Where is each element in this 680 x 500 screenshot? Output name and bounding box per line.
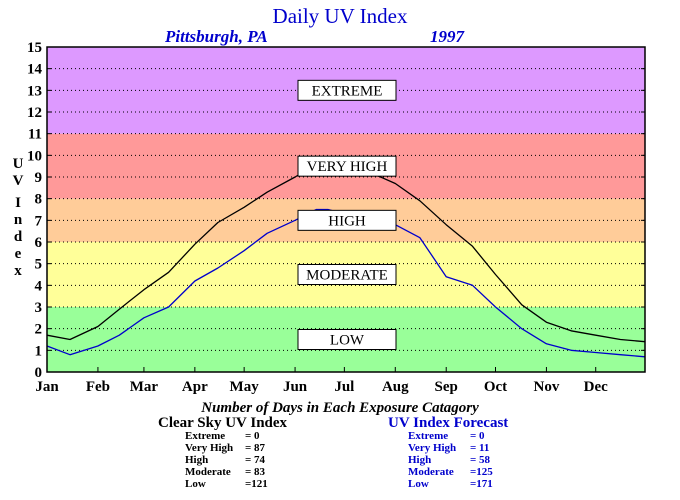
y-axis-label-letter: x [14, 263, 22, 279]
y-tick-label: 8 [35, 192, 43, 208]
summary-row-value: = 0 [245, 430, 260, 442]
y-axis-label-letter: I [15, 195, 21, 211]
summary-row-label: High [408, 454, 431, 466]
summary-heading-clear-sky: Clear Sky UV Index [158, 415, 288, 431]
band-label: MODERATE [306, 268, 388, 284]
x-tick-label: Feb [86, 379, 110, 395]
summary-heading-forecast: UV Index Forecast [388, 415, 508, 431]
band-label: HIGH [328, 213, 366, 229]
summary-row-value: =171 [470, 478, 493, 490]
x-tick-label: Aug [382, 379, 409, 395]
band-label-box [297, 155, 397, 177]
y-tick-label: 10 [27, 148, 42, 164]
summary-row-label: Low [185, 478, 206, 490]
y-tick-label: 2 [35, 322, 43, 338]
x-tick-label: Jun [283, 379, 308, 395]
x-tick-label: Apr [182, 379, 208, 395]
y-tick-label: 12 [27, 105, 42, 121]
band-label: VERY HIGH [307, 159, 388, 175]
y-tick-label: 13 [27, 83, 42, 99]
y-tick-label: 11 [28, 127, 42, 143]
chart-title: Daily UV Index [273, 4, 408, 28]
summary-row-value: = 74 [245, 454, 266, 466]
band-label-box [297, 209, 397, 231]
y-tick-label: 4 [35, 278, 43, 294]
exposure-caption: Number of Days in Each Exposure Catagory [200, 400, 479, 416]
y-tick-label: 15 [27, 40, 42, 56]
y-tick-label: 0 [35, 365, 43, 381]
summary-row-value: =125 [470, 466, 493, 478]
chart-subtitle-year: 1997 [430, 27, 466, 46]
band-label: EXTREME [312, 83, 383, 99]
summary-row-label: Extreme [408, 430, 448, 442]
y-tick-label: 1 [35, 343, 43, 359]
y-axis-label-letter: U [13, 156, 24, 172]
band-labels: LOW MODERATE HIGH VERY HIGH EXTREME [297, 79, 397, 350]
summary-clear-sky: Extreme = 0 Very High = 87 High = 74 Moderate =… [185, 430, 268, 490]
band-label: LOW [330, 333, 365, 349]
x-tick-label: May [230, 379, 260, 395]
y-axis-label-letter: e [15, 246, 22, 262]
band-label-box [297, 329, 397, 350]
chart-subtitle-location: Pittsburgh, PA [164, 27, 268, 46]
summary-row-label: Moderate [408, 466, 454, 478]
plot-frame [46, 46, 646, 373]
summary-row-label: Moderate [185, 466, 231, 478]
summary-row-label: High [185, 454, 208, 466]
y-tick-label: 6 [35, 235, 43, 251]
summary-row-value: = 11 [470, 442, 489, 454]
summary-row-label: Very High [185, 442, 233, 454]
x-tick-label: Jul [334, 379, 354, 395]
band-label-box [297, 264, 397, 285]
y-tick-label: 5 [35, 257, 43, 273]
x-tick-label: Nov [534, 379, 560, 395]
y-axis-label-letter: n [14, 212, 23, 228]
x-tick-label: Oct [484, 379, 507, 395]
summary-row-label: Extreme [185, 430, 225, 442]
y-axis-label-letter: V [13, 173, 24, 189]
y-tick-label: 3 [35, 300, 43, 316]
summary-forecast: Extreme = 0 Very High = 11 High = 58 Moderate =… [408, 430, 493, 490]
summary-row-value: = 87 [245, 442, 266, 454]
x-tick-label: Dec [584, 379, 608, 395]
x-tick-label: Sep [435, 379, 458, 395]
summary-row-value: = 0 [470, 430, 485, 442]
x-tick-label: Mar [130, 379, 159, 395]
summary-row-value: = 83 [245, 466, 266, 478]
summary-row-label: Very High [408, 442, 456, 454]
x-axis-ticks: Jan Feb Mar Apr May Jun Jul Aug Sep Oct Nov Dec [35, 367, 608, 395]
x-tick-label: Jan [35, 379, 59, 395]
summary-row-value: = 58 [470, 454, 491, 466]
summary-row-label: Low [408, 478, 429, 490]
band-label-box [297, 79, 397, 101]
summary-row-value: =121 [245, 478, 268, 490]
y-tick-label: 9 [35, 170, 43, 186]
y-tick-label: 14 [27, 62, 43, 78]
y-axis-label-letter: d [14, 229, 23, 245]
y-tick-label: 7 [35, 213, 43, 229]
